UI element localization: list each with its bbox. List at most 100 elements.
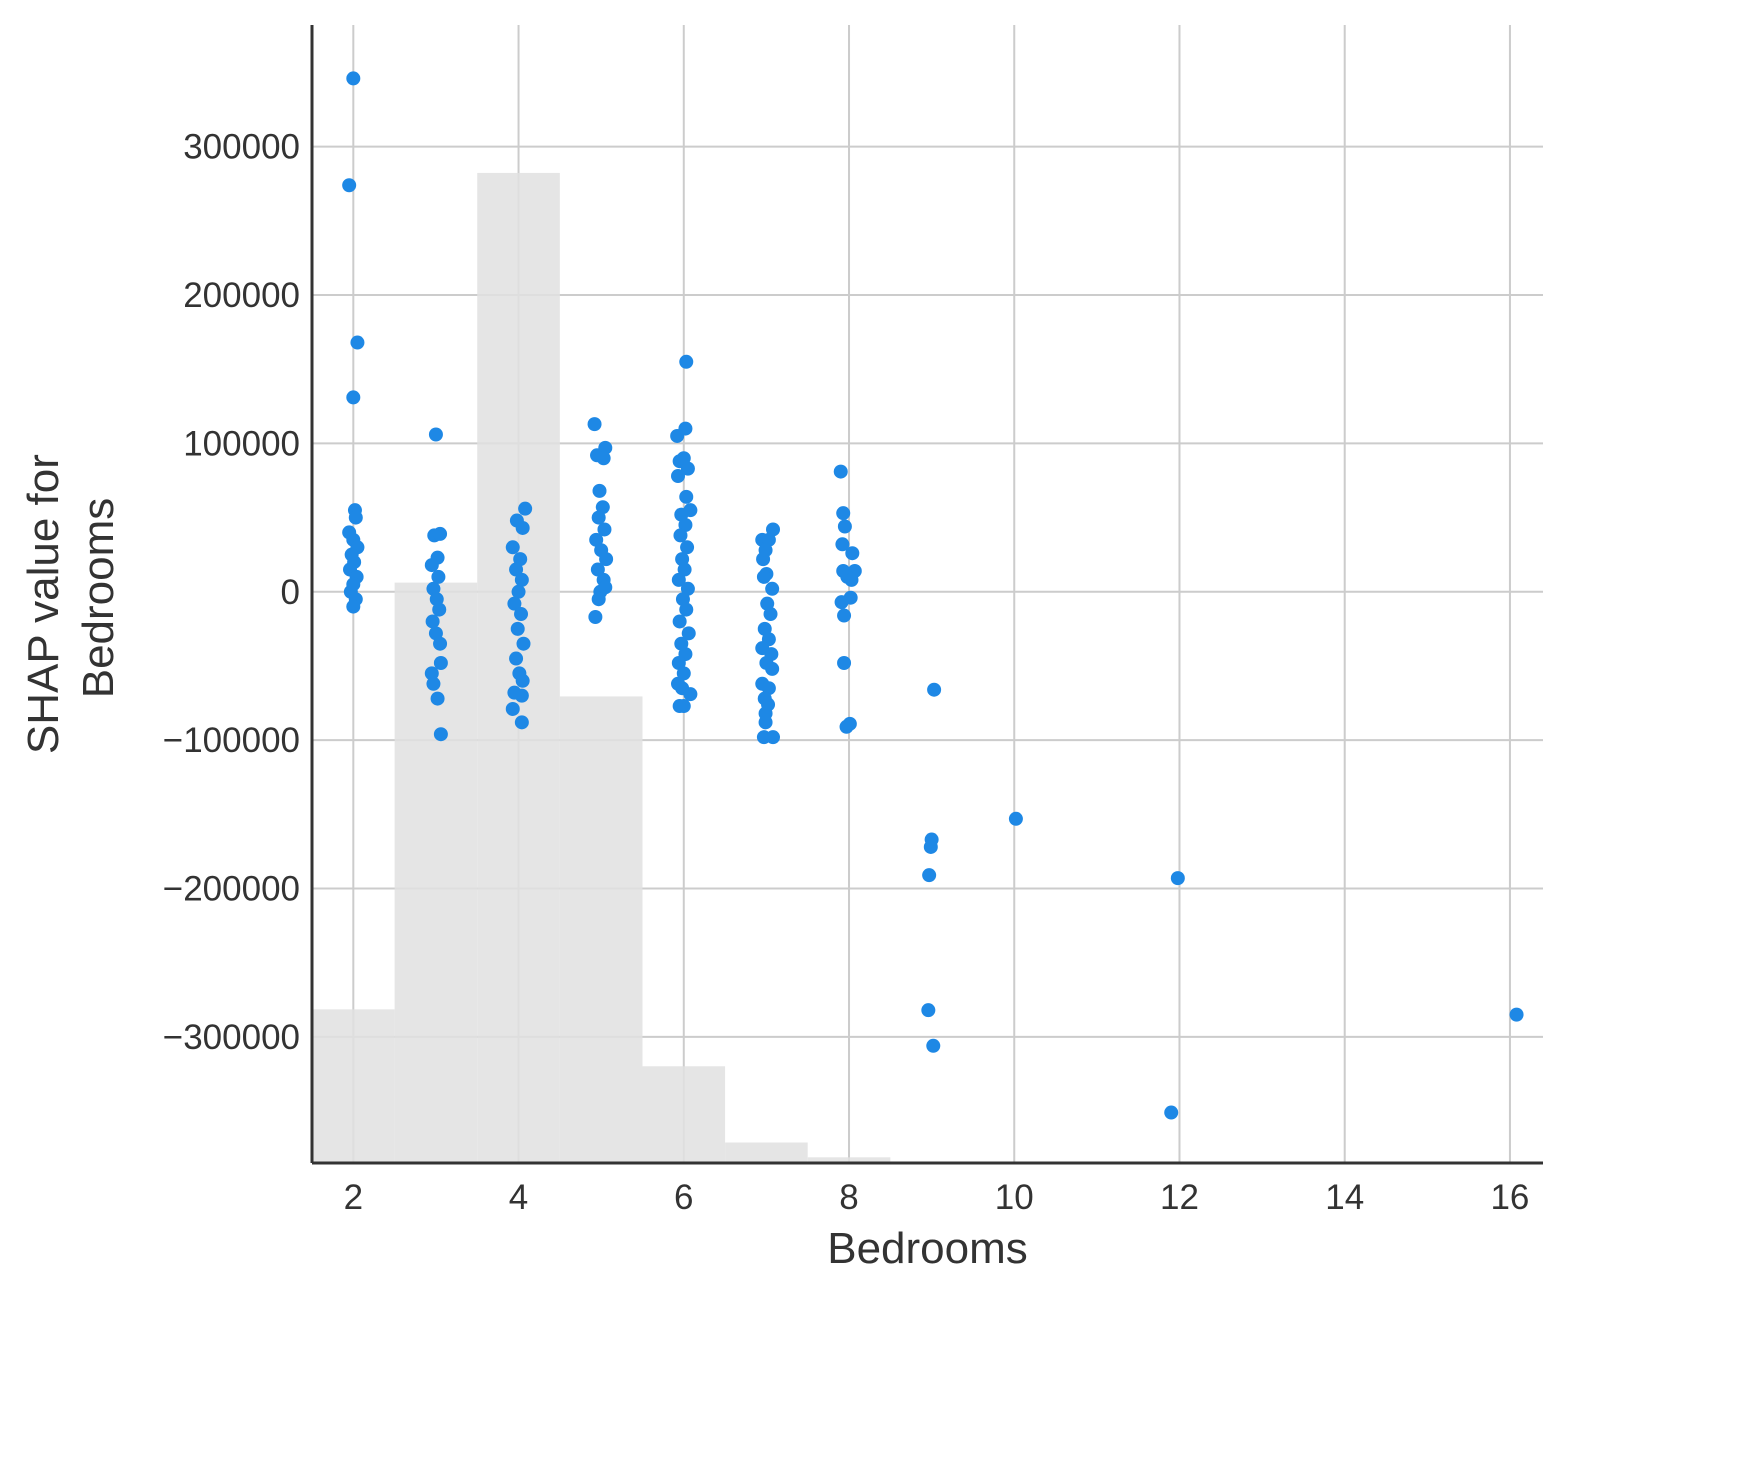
data-point <box>597 522 612 537</box>
data-point <box>845 546 860 561</box>
data-point <box>433 526 448 541</box>
data-point <box>1008 811 1023 826</box>
data-point <box>676 666 691 681</box>
axes <box>310 25 1543 1165</box>
data-point <box>433 727 448 742</box>
data-point <box>834 595 849 610</box>
data-point <box>679 489 694 504</box>
x-tick-label: 4 <box>509 1178 528 1217</box>
data-point <box>670 428 685 443</box>
y-tick-label: 0 <box>281 573 300 612</box>
data-point <box>518 501 533 516</box>
data-point <box>837 655 852 670</box>
x-tick-label: 12 <box>1160 1178 1199 1217</box>
x-tick-labels: 2 4 6 8 10 12 14 16 <box>344 1178 1530 1217</box>
y-tick-labels: −300000 −200000 −100000 0 100000 200000 300000 <box>163 128 300 1057</box>
data-point <box>677 562 692 577</box>
data-point <box>428 427 443 442</box>
data-point <box>672 614 687 629</box>
data-point <box>433 655 448 670</box>
histogram-bar-2 <box>312 1009 395 1163</box>
y-axis-title-line-1: SHAP value for <box>19 454 68 754</box>
data-point <box>424 666 439 681</box>
data-point <box>922 868 937 883</box>
data-point <box>514 715 529 730</box>
data-point <box>926 1038 941 1053</box>
histogram-bar-8 <box>807 1157 891 1163</box>
data-point <box>763 607 778 622</box>
data-point <box>756 569 771 584</box>
data-point <box>588 609 603 624</box>
data-point <box>844 572 859 587</box>
data-point <box>591 510 606 525</box>
data-point <box>592 483 607 498</box>
x-axis-title: Bedrooms <box>827 1224 1028 1273</box>
data-point <box>598 580 613 595</box>
data-point <box>673 528 688 543</box>
data-point <box>424 558 439 573</box>
data-point <box>514 688 529 703</box>
data-point <box>671 655 686 670</box>
data-point <box>671 572 686 587</box>
data-point <box>350 335 365 350</box>
data-point <box>510 621 525 636</box>
data-point <box>680 581 695 596</box>
data-point <box>921 1003 936 1018</box>
data-point <box>927 682 942 697</box>
data-point <box>507 596 522 611</box>
data-point <box>679 354 694 369</box>
y-axis-title-line-2: Bedrooms <box>74 498 123 699</box>
data-point <box>346 390 361 405</box>
data-point <box>430 691 445 706</box>
data-point <box>836 506 851 521</box>
data-point <box>835 537 850 552</box>
data-point <box>505 701 520 716</box>
data-point <box>425 614 440 629</box>
y-tick-label: 200000 <box>183 276 300 315</box>
data-point <box>515 673 530 688</box>
data-point <box>923 839 938 854</box>
data-point <box>676 699 691 714</box>
data-point <box>837 519 852 534</box>
data-point <box>1509 1007 1524 1022</box>
data-point <box>587 417 602 432</box>
data-point <box>511 584 526 599</box>
scatter-points <box>342 71 1524 1120</box>
x-tick-label: 8 <box>839 1178 858 1217</box>
x-tick-label: 6 <box>674 1178 693 1217</box>
data-point <box>346 71 361 86</box>
data-point <box>599 552 614 567</box>
x-tick-label: 10 <box>995 1178 1034 1217</box>
x-tick-label: 16 <box>1490 1178 1529 1217</box>
y-tick-label: 100000 <box>183 424 300 463</box>
data-point <box>590 562 605 577</box>
data-point <box>680 461 695 476</box>
data-point <box>596 451 611 466</box>
data-point <box>678 518 693 533</box>
y-tick-label: −200000 <box>163 870 300 909</box>
data-point <box>348 510 363 525</box>
data-point <box>515 520 530 535</box>
y-axis-title: SHAP value for Bedrooms <box>19 442 123 754</box>
x-tick-label: 14 <box>1325 1178 1364 1217</box>
data-point <box>516 636 531 651</box>
data-point <box>433 636 448 651</box>
y-tick-label: −300000 <box>163 1018 300 1057</box>
y-tick-label: 300000 <box>183 128 300 167</box>
histogram-bar-6 <box>642 1066 726 1163</box>
y-tick-label: −100000 <box>163 721 300 760</box>
data-point <box>679 602 694 617</box>
data-point <box>833 464 848 479</box>
data-point <box>683 687 698 702</box>
data-point <box>681 626 696 641</box>
data-point <box>509 651 524 666</box>
data-point <box>670 469 685 484</box>
x-tick-label: 2 <box>344 1178 363 1217</box>
data-point <box>346 599 361 614</box>
histogram-bar-5 <box>559 696 643 1163</box>
data-point <box>589 532 604 547</box>
data-point <box>758 715 773 730</box>
data-point <box>1170 871 1185 886</box>
data-point <box>342 178 357 193</box>
